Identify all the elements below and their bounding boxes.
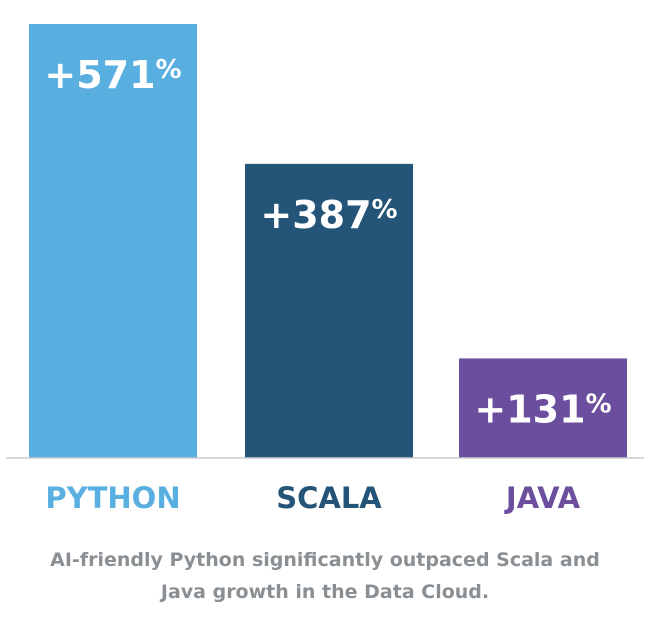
bar-java (459, 358, 627, 458)
category-labels-group: PYTHON SCALA JAVA (45, 481, 580, 515)
bar-scala (245, 163, 413, 458)
caption-line-1: AI-friendly Python significantly outpace… (50, 549, 600, 571)
value-label-scala: +387% (260, 193, 397, 237)
value-labels-group: +571% +387% +131% (44, 53, 611, 431)
chart-caption: AI-friendly Python significantly outpace… (0, 544, 650, 608)
category-label-scala: SCALA (276, 481, 382, 515)
bar-python (29, 24, 197, 458)
caption-line-2: Java growth in the Data Cloud. (160, 581, 490, 603)
category-label-python: PYTHON (45, 481, 180, 515)
value-label-java: +131% (474, 387, 611, 431)
category-label-java: JAVA (504, 481, 581, 515)
bars-group (29, 24, 627, 458)
value-label-python: +571% (44, 53, 181, 97)
